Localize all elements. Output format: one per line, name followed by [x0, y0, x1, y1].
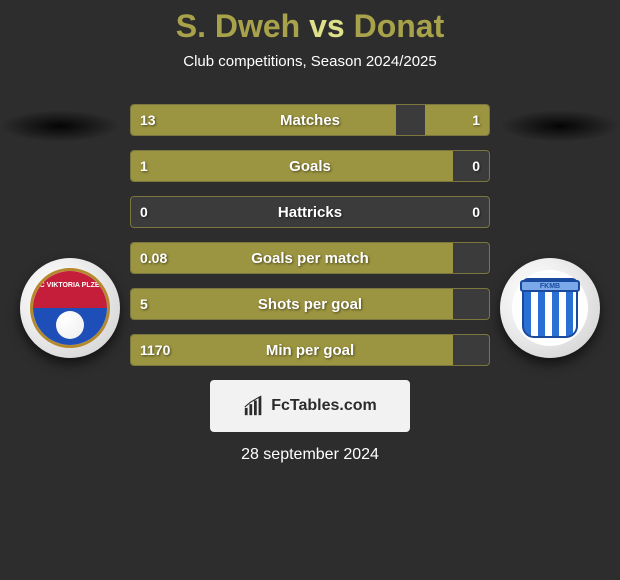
stat-label: Matches [130, 104, 490, 136]
subtitle: Club competitions, Season 2024/2025 [0, 53, 620, 70]
player1-name: S. Dweh [176, 8, 300, 44]
shadow-left [0, 110, 120, 142]
stat-label: Goals per match [130, 242, 490, 274]
shadow-right [500, 110, 620, 142]
branding-box: FcTables.com [210, 380, 410, 432]
branding-text: FcTables.com [271, 397, 377, 415]
stat-row: 0 Hattricks 0 [130, 196, 490, 228]
player2-name: Donat [354, 8, 445, 44]
team-badge-left: FC VIKTORIA PLZEŇ [20, 258, 120, 358]
team-badge-left-inner: FC VIKTORIA PLZEŇ [30, 268, 110, 348]
team-badge-right-inner: FKMB [512, 270, 588, 346]
page-title: S. Dweh vs Donat [0, 0, 620, 45]
stat-label: Goals [130, 150, 490, 182]
stat-row: 5 Shots per goal [130, 288, 490, 320]
date-text: 28 september 2024 [0, 446, 620, 464]
comparison-area: FC VIKTORIA PLZEŇ FKMB 13 Matches 1 1 Go… [0, 88, 620, 368]
vs-text: vs [309, 8, 345, 44]
stat-value-right: 1 [472, 104, 480, 136]
stat-row: 1 Goals 0 [130, 150, 490, 182]
stat-row: 0.08 Goals per match [130, 242, 490, 274]
stat-label: Shots per goal [130, 288, 490, 320]
team-badge-right: FKMB [500, 258, 600, 358]
stat-bars: 13 Matches 1 1 Goals 0 0 Hattricks 0 0.0… [130, 104, 490, 380]
chart-icon [243, 395, 265, 417]
stat-value-right: 0 [472, 150, 480, 182]
stat-row: 13 Matches 1 [130, 104, 490, 136]
team-right-label: FKMB [520, 280, 580, 292]
stat-label: Hattricks [130, 196, 490, 228]
stat-value-right: 0 [472, 196, 480, 228]
stat-row: 1170 Min per goal [130, 334, 490, 366]
team-left-label: FC VIKTORIA PLZEŇ [35, 282, 104, 289]
stat-label: Min per goal [130, 334, 490, 366]
soccer-ball-icon [56, 311, 84, 339]
